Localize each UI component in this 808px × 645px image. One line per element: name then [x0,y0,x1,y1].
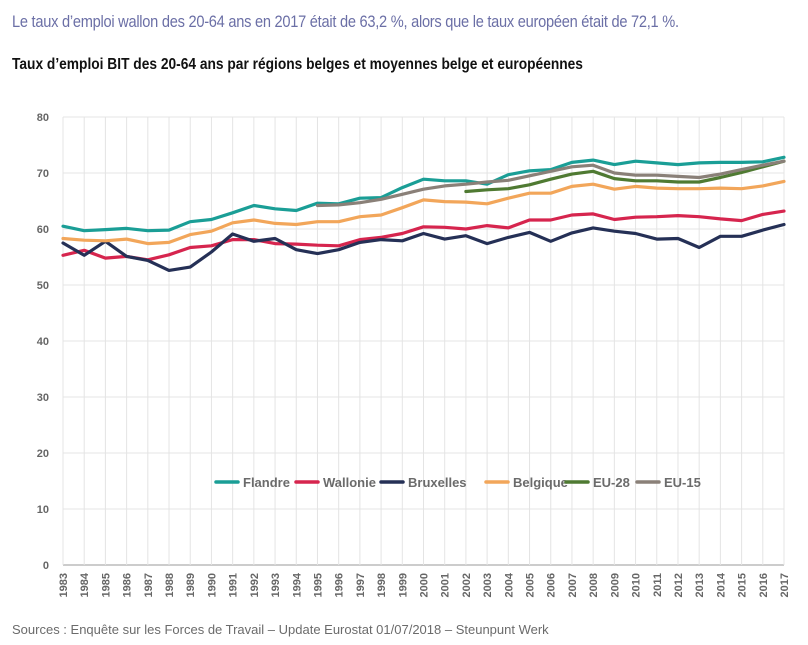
x-tick-label: 1998 [376,573,388,597]
series-line-wallonie [61,209,786,262]
x-tick-label: 2013 [694,573,706,597]
y-axis-ticks: 0 10 20 30 40 50 60 70 80 [37,112,49,572]
series-line-belgique [61,179,786,246]
y-tick-label: 0 [43,560,49,572]
x-tick-label: 2009 [609,573,621,597]
x-tick-label: 1993 [270,573,282,597]
x-tick-label: 2017 [779,573,791,597]
x-tick-label: 2012 [673,573,685,597]
y-tick-label: 40 [37,336,49,348]
x-axis-ticks: 1983 1984 1985 1986 1987 1988 1989 1990 1991 1992… [58,572,791,597]
series-line-eu-15 [315,159,786,208]
legend-label-belgique: Belgique [513,475,568,490]
intro-text: Le taux d’emploi wallon des 20-64 ans en… [12,12,679,31]
x-tick-label: 2001 [440,573,452,597]
legend-label-bruxelles: Bruxelles [408,475,467,490]
x-tick-label: 1989 [185,573,197,597]
y-tick-label: 60 [37,224,49,236]
x-tick-label: 1994 [291,572,303,597]
x-tick-label: 2014 [715,572,727,597]
legend-label-eu-28: EU-28 [593,475,630,490]
source-text: Sources : Enquête sur les Forces de Trav… [12,622,549,637]
x-tick-label: 1991 [228,573,240,597]
grid-lines [62,116,785,566]
y-tick-label: 20 [37,448,49,460]
x-tick-label: 1986 [122,573,134,597]
x-tick-label: 2015 [737,573,749,597]
x-tick-label: 1995 [312,573,324,597]
legend: Flandre Wallonie Bruxelles Belgique EU-28 EU-… [214,475,701,490]
x-tick-label: 2000 [419,573,431,597]
x-tick-label: 2007 [567,573,579,597]
x-tick-label: 1984 [79,572,91,597]
series-line-bruxelles [61,222,786,272]
y-tick-label: 50 [37,280,49,292]
x-tick-label: 1992 [249,573,261,597]
x-tick-label: 1988 [164,573,176,597]
x-tick-label: 1983 [58,573,70,597]
legend-label-wallonie: Wallonie [323,475,376,490]
chart-title: Taux d’emploi BIT des 20-64 ans par régi… [12,56,583,73]
x-tick-label: 2005 [525,573,537,597]
series-lines [61,155,786,272]
x-tick-label: 2002 [461,573,473,597]
x-tick-label: 2006 [546,573,558,597]
legend-label-flandre: Flandre [243,475,290,490]
y-tick-label: 30 [37,392,49,404]
x-tick-label: 2016 [758,573,770,597]
x-tick-label: 2008 [588,573,600,597]
y-tick-label: 70 [37,168,49,180]
x-tick-label: 1987 [143,573,155,597]
x-tick-label: 1997 [355,573,367,597]
legend-label-eu-15: EU-15 [664,475,701,490]
y-tick-label: 80 [37,112,49,124]
x-tick-label: 2003 [482,573,494,597]
x-tick-label: 1990 [206,573,218,597]
series-line-eu-28 [464,159,786,194]
x-tick-label: 2010 [631,573,643,597]
x-tick-label: 1996 [334,573,346,597]
series-line-flandre [61,155,786,233]
x-tick-label: 2011 [652,573,664,597]
y-tick-label: 10 [37,504,49,516]
x-tick-label: 1999 [397,573,409,597]
x-tick-label: 1985 [100,573,112,597]
x-tick-label: 2004 [503,572,515,597]
